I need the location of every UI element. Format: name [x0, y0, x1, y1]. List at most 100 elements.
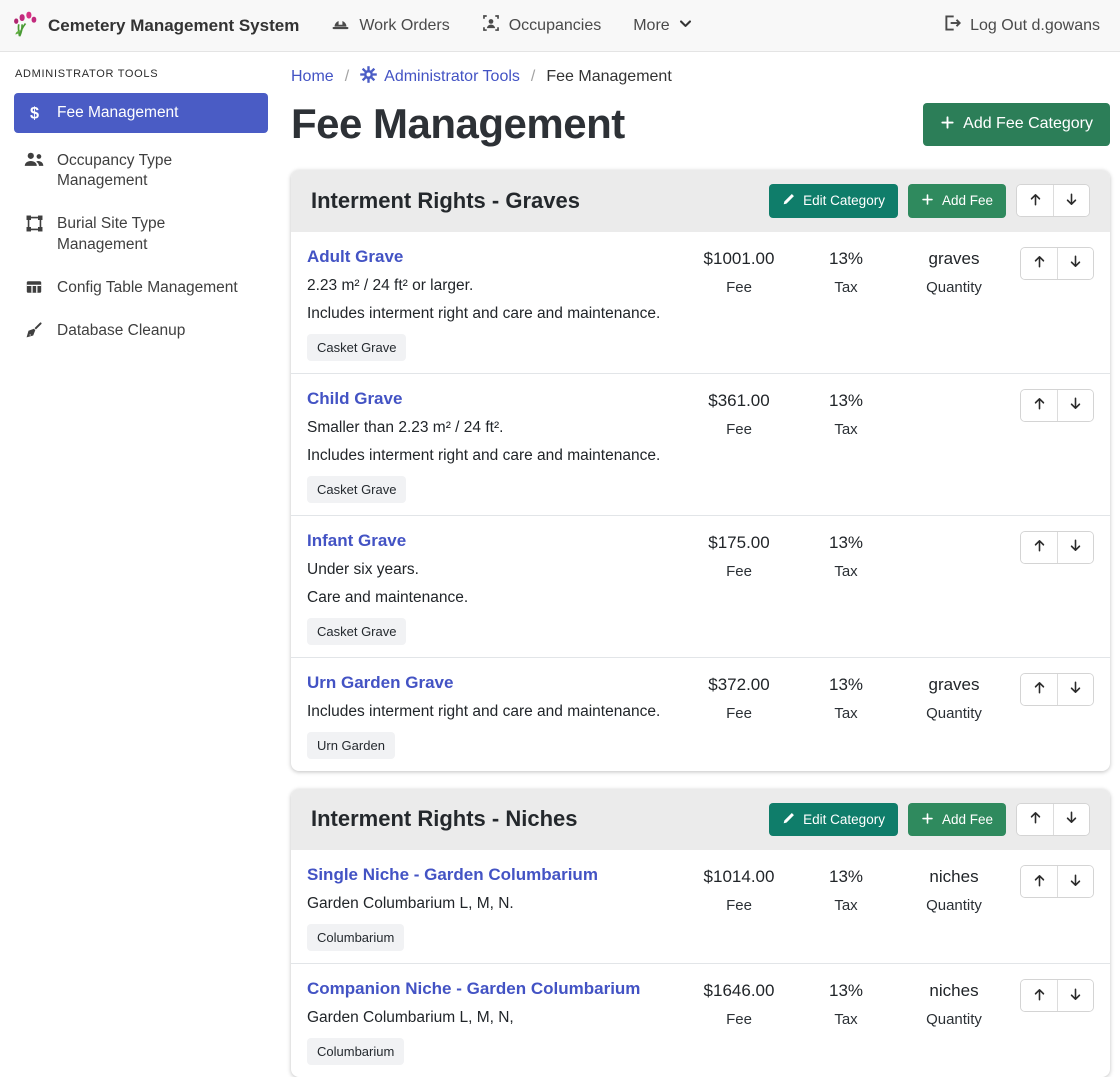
category-card-niches: Interment Rights - Niches Edit Category … [291, 789, 1110, 1077]
fee-reorder-group [1020, 979, 1094, 1012]
nav-item-more[interactable]: More [633, 17, 691, 35]
fee-name-link[interactable]: Adult Grave [307, 247, 403, 267]
quantity-value: niches [898, 981, 1010, 1001]
fee-move-down-button[interactable] [1057, 390, 1093, 421]
fee-reorder-group [1020, 865, 1094, 898]
nav-item-work-orders[interactable]: Work Orders [331, 14, 449, 38]
category-move-up-button[interactable] [1017, 804, 1053, 835]
fee-amount-cell: $1014.00 Fee [684, 865, 794, 914]
fee-move-up-button[interactable] [1021, 674, 1057, 705]
fee-move-up-button[interactable] [1021, 248, 1057, 279]
tax-label: Tax [798, 421, 894, 438]
arrow-down-icon [1068, 254, 1083, 272]
tax-cell: 13% Tax [798, 531, 894, 580]
quantity-cell: niches Quantity [898, 865, 1010, 914]
fee-name-link[interactable]: Companion Niche - Garden Columbarium [307, 979, 640, 999]
arrow-up-icon [1028, 810, 1043, 828]
fee-move-up-button[interactable] [1021, 980, 1057, 1011]
tax-label: Tax [798, 563, 894, 580]
category-move-up-button[interactable] [1017, 185, 1053, 216]
sidebar: ADMINISTRATOR TOOLS $ Fee Management Occ… [0, 52, 280, 939]
fee-row: Infant Grave Under six years. Care and m… [291, 515, 1110, 657]
nav-item-occupancies[interactable]: Occupancies [482, 14, 602, 37]
fee-tag: Urn Garden [307, 732, 395, 759]
sidebar-label: Occupancy Type Management [57, 151, 258, 191]
top-navbar: Cemetery Management System Work Orders O… [0, 0, 1120, 52]
fee-move-up-button[interactable] [1021, 532, 1057, 563]
tax-label: Tax [798, 1011, 894, 1028]
tax-value: 13% [798, 675, 894, 695]
fee-amount-label: Fee [684, 421, 794, 438]
fee-move-down-button[interactable] [1057, 674, 1093, 705]
tax-cell: 13% Tax [798, 979, 894, 1028]
sidebar-item-burial-site-type-management[interactable]: Burial Site Type Management [14, 205, 268, 263]
fee-move-down-button[interactable] [1057, 532, 1093, 563]
sidebar-item-database-cleanup[interactable]: Database Cleanup [14, 312, 268, 350]
arrow-up-icon [1028, 192, 1043, 210]
breadcrumb-admin-tools-link[interactable]: Administrator Tools [360, 66, 520, 88]
fee-move-down-button[interactable] [1057, 866, 1093, 897]
add-fee-button[interactable]: Add Fee [908, 184, 1006, 218]
fee-description: Includes interment right and care and ma… [307, 305, 680, 323]
breadcrumb-admin-tools-label: Administrator Tools [384, 68, 520, 86]
fee-reorder-group [1020, 389, 1094, 422]
fee-amount-cell: $372.00 Fee [684, 673, 794, 722]
fee-name-link[interactable]: Child Grave [307, 389, 402, 409]
logout-button[interactable]: Log Out d.gowans [943, 14, 1100, 37]
fee-amount: $361.00 [684, 391, 794, 411]
tax-cell: 13% Tax [798, 247, 894, 296]
quantity-label: Quantity [898, 1011, 1010, 1028]
fee-info: Urn Garden Grave Includes interment righ… [307, 673, 680, 759]
fee-name-link[interactable]: Infant Grave [307, 531, 406, 551]
fee-move-down-button[interactable] [1057, 248, 1093, 279]
sidebar-item-occupancy-type-management[interactable]: Occupancy Type Management [14, 142, 268, 200]
category-reorder-group [1016, 184, 1090, 217]
fee-amount-label: Fee [684, 279, 794, 296]
add-fee-category-button[interactable]: Add Fee Category [923, 103, 1110, 146]
nav-label-work-orders: Work Orders [359, 17, 449, 35]
fee-amount-cell: $1646.00 Fee [684, 979, 794, 1028]
fee-move-up-button[interactable] [1021, 866, 1057, 897]
arrow-up-icon [1032, 254, 1047, 272]
tax-value: 13% [798, 249, 894, 269]
fee-move-down-button[interactable] [1057, 980, 1093, 1011]
breadcrumb-separator: / [531, 68, 535, 86]
tax-value: 13% [798, 867, 894, 887]
arrow-up-icon [1032, 873, 1047, 891]
fee-row: Urn Garden Grave Includes interment righ… [291, 657, 1110, 771]
category-move-down-button[interactable] [1053, 185, 1089, 216]
breadcrumb-home-link[interactable]: Home [291, 68, 334, 86]
edit-category-button[interactable]: Edit Category [769, 184, 898, 218]
fee-name-link[interactable]: Urn Garden Grave [307, 673, 453, 693]
svg-text:$: $ [29, 104, 38, 122]
arrow-up-icon [1032, 538, 1047, 556]
fee-reorder-group [1020, 531, 1094, 564]
fee-amount: $372.00 [684, 675, 794, 695]
table-icon [24, 279, 44, 295]
fee-amount-cell: $1001.00 Fee [684, 247, 794, 296]
category-move-down-button[interactable] [1053, 804, 1089, 835]
sidebar-item-config-table-management[interactable]: Config Table Management [14, 269, 268, 307]
fee-name-link[interactable]: Single Niche - Garden Columbarium [307, 865, 598, 885]
edit-category-button[interactable]: Edit Category [769, 803, 898, 837]
tax-value: 13% [798, 391, 894, 411]
fee-reorder-group [1020, 673, 1094, 706]
edit-category-label: Edit Category [803, 194, 885, 208]
app-brand[interactable]: Cemetery Management System [12, 10, 299, 42]
sidebar-label: Burial Site Type Management [57, 214, 258, 254]
fee-move-up-button[interactable] [1021, 390, 1057, 421]
tax-cell: 13% Tax [798, 389, 894, 438]
quantity-label: Quantity [898, 705, 1010, 722]
sidebar-item-fee-management[interactable]: $ Fee Management [14, 93, 268, 133]
fee-description: Under six years. [307, 561, 680, 579]
breadcrumb-current: Fee Management [546, 68, 671, 86]
sidebar-label: Database Cleanup [57, 321, 185, 341]
arrow-up-icon [1032, 680, 1047, 698]
quantity-value: niches [898, 867, 1010, 887]
plus-icon [921, 812, 934, 828]
fee-info: Single Niche - Garden Columbarium Garden… [307, 865, 680, 951]
logout-icon [943, 14, 961, 37]
add-fee-button[interactable]: Add Fee [908, 803, 1006, 837]
arrow-down-icon [1064, 810, 1079, 828]
tax-cell: 13% Tax [798, 865, 894, 914]
